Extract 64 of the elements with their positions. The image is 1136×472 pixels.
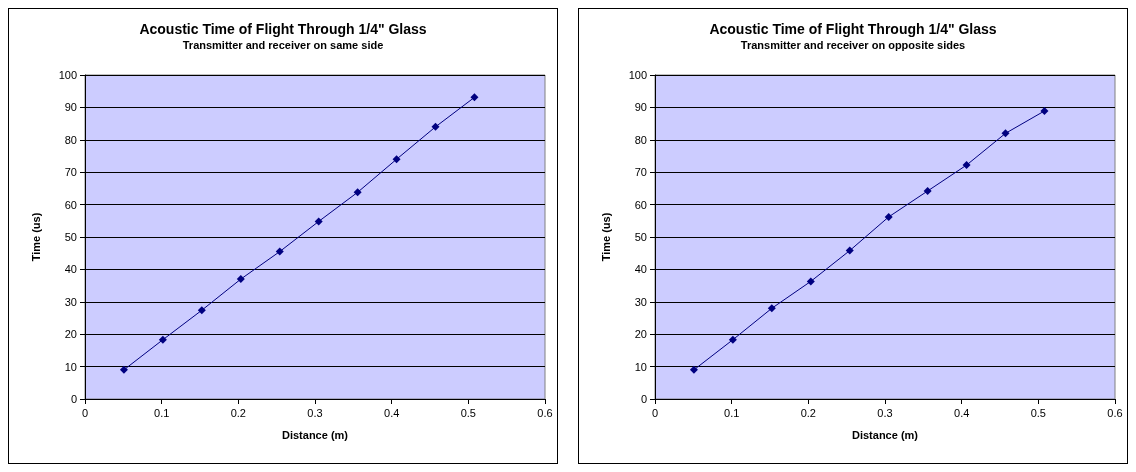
y-tick-label: 30: [64, 295, 77, 308]
y-tick-label: 10: [634, 360, 647, 373]
chart-title: Acoustic Time of Flight Through 1/4" Glass: [709, 21, 997, 37]
point: [119, 365, 128, 374]
y-tick-label: 70: [634, 166, 647, 179]
x-tick-label: 0.6: [537, 406, 553, 419]
point: [158, 335, 167, 344]
point: [353, 188, 362, 197]
x-axis-title: Distance (m): [281, 428, 349, 441]
x-tick-label: 0.2: [800, 406, 816, 419]
point: [392, 155, 401, 164]
x-tick-label: 0.3: [307, 406, 323, 419]
y-tick-label: 90: [634, 101, 647, 114]
point: [275, 247, 284, 256]
x-tick-label: 0.5: [1030, 406, 1046, 419]
y-axis-title: Time (us): [29, 212, 42, 262]
y-tick-label: 20: [634, 328, 647, 341]
x-tick-label: 0.6: [1107, 406, 1123, 419]
x-tick-label: 0: [81, 406, 89, 419]
x-tick-label: 0.3: [877, 406, 893, 419]
point: [923, 186, 932, 195]
point: [728, 335, 737, 344]
y-tick-label: 40: [64, 263, 77, 276]
point: [806, 277, 815, 286]
point: [1040, 106, 1049, 115]
x-tick-label: 0.5: [460, 406, 476, 419]
y-tick-label: 90: [64, 101, 77, 114]
y-tick-label: 0: [640, 393, 647, 405]
x-tick-label: 0.4: [954, 406, 970, 419]
x-axis-title: Distance (m): [851, 428, 919, 441]
point: [197, 306, 206, 315]
chart-subtitle: Transmitter and receiver on same side: [182, 38, 384, 51]
point: [236, 275, 245, 284]
point: [431, 122, 440, 131]
y-tick-label: 50: [64, 231, 77, 243]
y-tick-label: 40: [634, 263, 647, 276]
y-tick-label: 60: [64, 198, 77, 211]
y-tick-label: 0: [70, 393, 77, 405]
point: [470, 93, 479, 102]
x-tick-label: 0.1: [154, 406, 170, 419]
y-tick-label: 80: [64, 133, 77, 146]
x-tick-label: 0.2: [230, 406, 246, 419]
y-tick-label: 70: [64, 166, 77, 179]
x-tick-label: 0.4: [384, 406, 400, 419]
y-tick-label: 20: [64, 328, 77, 341]
y-tick-label: 30: [634, 295, 647, 308]
y-tick-label: 100: [58, 69, 77, 81]
point: [884, 212, 893, 221]
point: [845, 246, 854, 255]
y-tick-label: 50: [634, 231, 647, 243]
point: [767, 304, 776, 313]
point: [1001, 129, 1010, 138]
y-axis-title: Time (us): [599, 212, 612, 262]
y-tick-label: 80: [634, 133, 647, 146]
x-tick-label: 0: [651, 406, 659, 419]
point: [689, 365, 698, 374]
chart-title: Acoustic Time of Flight Through 1/4" Glass: [139, 21, 427, 37]
point: [962, 161, 971, 170]
point: [314, 217, 323, 226]
y-tick-label: 100: [628, 69, 647, 81]
x-tick-label: 0.1: [724, 406, 740, 419]
y-tick-label: 10: [64, 360, 77, 373]
chart-subtitle: Transmitter and receiver on opposite sides: [740, 38, 966, 51]
y-tick-label: 60: [634, 198, 647, 211]
